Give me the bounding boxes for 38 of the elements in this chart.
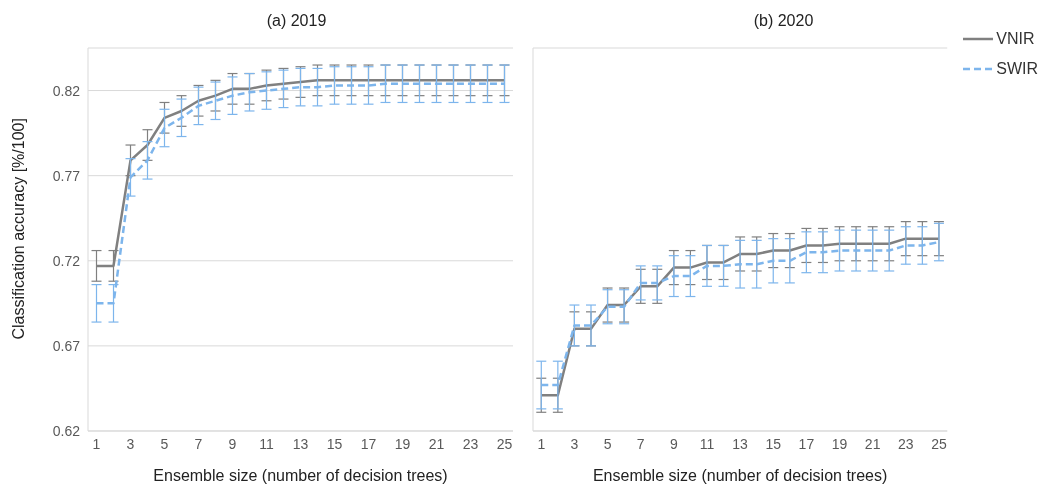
x-tick-label: 7 [636, 435, 645, 452]
x-tick-label: 13 [292, 435, 309, 452]
x-tick-label: 19 [831, 435, 848, 452]
x-tick-label: 23 [462, 435, 479, 452]
x-axis-title: Ensemble size (number of decision trees) [153, 467, 448, 484]
x-tick-label: 17 [360, 435, 377, 452]
x-tick-label: 11 [699, 435, 715, 452]
x-tick-label: 9 [669, 435, 678, 452]
chart-title: (b) 2020 [752, 12, 815, 30]
x-tick-label: 21 [428, 435, 445, 452]
x-tick-label: 3 [126, 435, 135, 452]
y-axis-title: Classification accuracy [%/100] [9, 118, 27, 340]
y-tick-label: 0.67 [52, 337, 81, 354]
x-tick-label: 19 [394, 435, 411, 452]
x-axis-title: Ensemble size (number of decision trees) [592, 467, 888, 484]
x-tick-label: 15 [326, 435, 343, 452]
x-tick-label: 11 [259, 435, 274, 452]
x-tick-label: 5 [160, 435, 169, 452]
y-tick-label: 0.82 [52, 82, 81, 99]
y-tick-label: 0.72 [52, 252, 81, 269]
legend-label: SWIR [996, 60, 1038, 78]
x-tick-label: 3 [570, 435, 579, 452]
x-tick-label: 1 [537, 435, 546, 452]
x-tick-label: 25 [931, 435, 947, 452]
x-tick-label: 13 [732, 435, 749, 452]
x-tick-label: 9 [228, 435, 237, 452]
x-tick-label: 17 [798, 435, 815, 452]
x-tick-label: 1 [92, 435, 101, 452]
chart-title: (a) 2019 [265, 12, 328, 30]
x-tick-label: 5 [603, 435, 612, 452]
y-tick-label: 0.62 [52, 422, 81, 439]
x-tick-label: 7 [194, 435, 203, 452]
x-tick-label: 23 [898, 435, 914, 452]
x-tick-label: 15 [765, 435, 782, 452]
x-tick-label: 25 [496, 435, 513, 452]
x-tick-label: 21 [864, 435, 881, 452]
legend-label: VNIR [996, 30, 1035, 48]
y-tick-label: 0.77 [52, 167, 81, 184]
